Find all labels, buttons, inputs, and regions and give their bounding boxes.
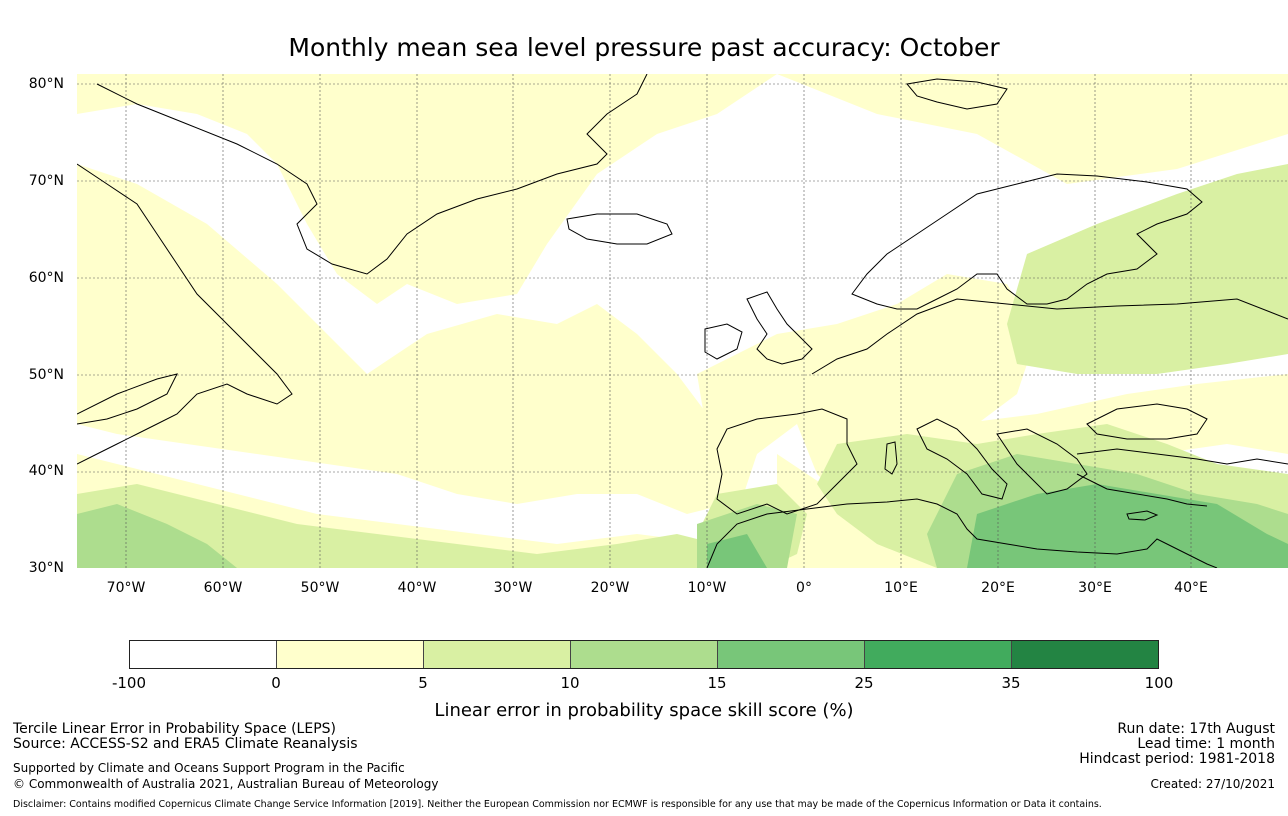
colorbar-tick: 35	[1001, 674, 1021, 692]
lon-label-50w: 50°W	[300, 580, 340, 596]
footer-source: Source: ACCESS-S2 and ERA5 Climate Reana…	[13, 736, 358, 752]
lon-label-0: 0°	[796, 580, 812, 596]
colorbar-tick: 25	[854, 674, 874, 692]
colorbar-tick: 10	[560, 674, 580, 692]
map-panel	[77, 74, 1288, 568]
lon-label-20w: 20°W	[590, 580, 630, 596]
lon-label-70w: 70°W	[106, 580, 146, 596]
lat-label-40n: 40°N	[28, 463, 64, 479]
footer-copyright: © Commonwealth of Australia 2021, Austra…	[13, 777, 439, 791]
footer-support: Supported by Climate and Oceans Support …	[13, 761, 405, 775]
lon-label-10w: 10°W	[687, 580, 727, 596]
colorbar-tick: 100	[1144, 674, 1174, 692]
lon-label-20e: 20°E	[981, 580, 1015, 596]
lat-label-30n: 30°N	[28, 560, 64, 576]
colorbar-segment	[571, 641, 718, 668]
lon-label-60w: 60°W	[203, 580, 243, 596]
lon-label-10e: 10°E	[884, 580, 918, 596]
colorbar-segment	[1012, 641, 1158, 668]
colorbar-segment	[865, 641, 1012, 668]
colorbar-segment	[130, 641, 277, 668]
colorbar	[129, 640, 1159, 669]
chart-title: Monthly mean sea level pressure past acc…	[288, 33, 1000, 62]
colorbar-tick: 15	[707, 674, 727, 692]
map-gridlines	[77, 74, 1288, 568]
colorbar-tick: 5	[418, 674, 428, 692]
coastlines	[77, 74, 1288, 568]
skill-map	[77, 74, 1288, 568]
footer-method: Tercile Linear Error in Probability Spac…	[13, 721, 336, 737]
footer-run-date: Run date: 17th August	[1117, 721, 1275, 737]
colorbar-tick: 0	[271, 674, 281, 692]
lat-label-80n: 80°N	[28, 76, 64, 92]
footer-disclaimer: Disclaimer: Contains modified Copernicus…	[13, 799, 1102, 810]
skill-class-15-25	[707, 484, 1288, 568]
colorbar-label: Linear error in probability space skill …	[434, 700, 854, 721]
footer-created: Created: 27/10/2021	[1150, 777, 1275, 791]
lat-label-70n: 70°N	[28, 173, 64, 189]
colorbar-segment	[424, 641, 571, 668]
lat-label-50n: 50°N	[28, 367, 64, 383]
lon-label-40w: 40°W	[397, 580, 437, 596]
lat-label-60n: 60°N	[28, 270, 64, 286]
colorbar-segment	[718, 641, 865, 668]
lon-label-30e: 30°E	[1078, 580, 1112, 596]
footer-lead-time: Lead time: 1 month	[1137, 736, 1275, 752]
footer-hindcast: Hindcast period: 1981-2018	[1079, 751, 1275, 767]
lon-label-30w: 30°W	[493, 580, 533, 596]
colorbar-tick: -100	[111, 674, 147, 692]
lon-label-40e: 40°E	[1174, 580, 1208, 596]
colorbar-segment	[277, 641, 424, 668]
